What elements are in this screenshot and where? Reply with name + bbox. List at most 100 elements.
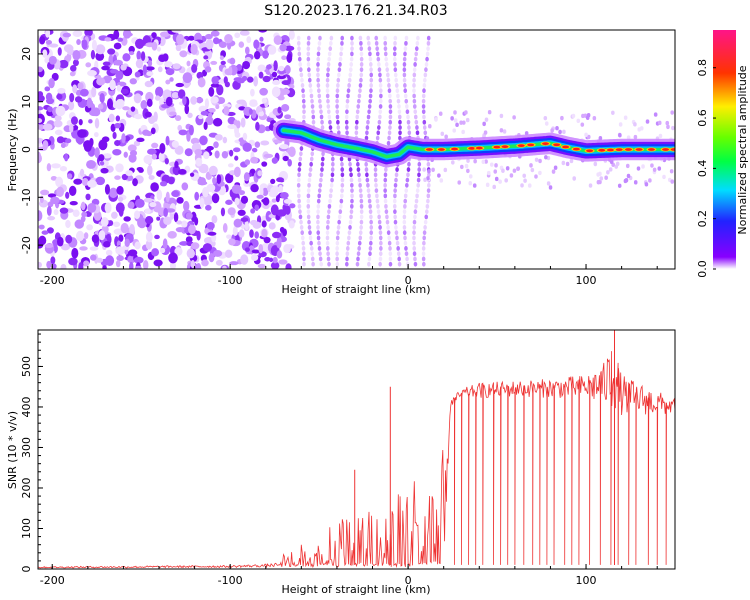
heatmap-cell xyxy=(369,235,373,241)
heatmap-cell xyxy=(584,132,588,138)
heatmap-cell xyxy=(388,261,393,267)
heatmap-cell xyxy=(194,148,203,156)
snr-xtick-label: 100 xyxy=(576,574,597,587)
heatmap-cell xyxy=(359,193,363,199)
heatmap-cell xyxy=(168,252,178,264)
heatmap-cell xyxy=(378,114,382,120)
heatmap-cell xyxy=(377,219,382,225)
heatmap-cell xyxy=(151,153,157,160)
heatmap-cell xyxy=(358,235,363,241)
heatmap-cell xyxy=(186,60,191,67)
spectrogram-xtick-label: -100 xyxy=(218,274,243,287)
heatmap-cell xyxy=(302,251,306,257)
heatmap-cell xyxy=(358,188,363,194)
heatmap-cell xyxy=(234,131,241,138)
heatmap-cell xyxy=(299,225,304,230)
heatmap-cell xyxy=(356,256,360,262)
heatmap-cell xyxy=(299,67,303,73)
heatmap-cell xyxy=(87,70,97,77)
heatmap-cell xyxy=(128,45,135,53)
heatmap-cell xyxy=(423,72,428,78)
heatmap-cell xyxy=(181,220,188,228)
heatmap-cell xyxy=(337,219,341,225)
heatmap-cell xyxy=(356,167,361,172)
heatmap-cell xyxy=(129,224,135,235)
heatmap-cell xyxy=(316,209,320,215)
snr-xtick-label: 0 xyxy=(405,574,412,587)
heatmap-cell xyxy=(233,166,241,178)
heatmap-cell xyxy=(186,248,195,259)
heatmap-cell xyxy=(468,174,473,179)
heatmap-cell xyxy=(112,101,120,109)
heatmap-cell xyxy=(190,242,200,250)
heatmap-cell xyxy=(145,66,155,71)
heatmap-cell xyxy=(306,209,311,215)
heatmap-cell xyxy=(529,163,533,168)
heatmap-cell xyxy=(116,84,121,92)
heatmap-cell xyxy=(227,163,234,168)
heatmap-cell xyxy=(208,86,215,97)
heatmap-cell xyxy=(99,161,105,166)
heatmap-cell xyxy=(339,193,344,199)
heatmap-cell xyxy=(553,165,558,170)
heatmap-cell xyxy=(618,122,623,127)
heatmap-cell xyxy=(406,172,410,178)
heatmap-cell xyxy=(107,48,116,55)
heatmap-cell xyxy=(373,167,378,172)
heatmap-cell xyxy=(367,40,371,46)
spectrogram-y-label: Frequency (Hz) xyxy=(6,109,19,192)
heatmap-cell xyxy=(197,77,206,88)
heatmap-cell xyxy=(534,174,538,179)
heatmap-cell xyxy=(598,136,603,141)
heatmap-cell xyxy=(65,138,72,144)
heatmap-cell xyxy=(626,135,631,140)
heatmap-cell xyxy=(306,193,311,199)
heatmap-cell xyxy=(374,182,378,188)
heatmap-cell xyxy=(45,30,51,38)
heatmap-cell xyxy=(45,40,53,45)
heatmap-cell xyxy=(527,183,532,188)
heatmap-cell xyxy=(327,114,332,120)
heatmap-cell xyxy=(364,135,369,141)
heatmap-cell xyxy=(551,169,556,174)
heatmap-cell xyxy=(38,224,45,230)
heatmap-cell xyxy=(258,111,265,117)
heatmap-cell xyxy=(426,193,431,199)
heatmap-cell xyxy=(339,46,344,52)
heatmap-cell xyxy=(416,35,420,41)
heatmap-cell xyxy=(134,265,142,269)
heatmap-cell xyxy=(310,256,315,262)
heatmap-cell xyxy=(329,182,334,188)
heatmap-cell xyxy=(187,112,193,119)
heatmap-cell xyxy=(47,106,53,113)
heatmap-cell xyxy=(592,116,597,121)
heatmap-cell xyxy=(109,68,119,74)
heatmap-cell xyxy=(326,219,330,225)
heatmap-cell xyxy=(402,72,407,78)
heatmap-cell xyxy=(326,109,331,115)
heatmap-cell xyxy=(268,200,273,208)
heatmap-cell xyxy=(393,56,397,62)
heatmap-hotspot xyxy=(517,144,525,148)
heatmap-cell xyxy=(262,50,269,59)
heatmap-hotspot xyxy=(562,145,570,149)
heatmap-cell xyxy=(460,164,464,170)
heatmap-cell xyxy=(159,247,166,254)
heatmap-cell xyxy=(244,247,250,252)
heatmap-cell xyxy=(42,140,49,150)
heatmap-cell xyxy=(53,120,63,128)
heatmap-cell xyxy=(357,172,361,178)
heatmap-cell xyxy=(250,208,256,214)
heatmap-cell xyxy=(345,130,349,136)
heatmap-cell xyxy=(394,77,399,83)
heatmap-cell xyxy=(208,165,218,176)
heatmap-cell xyxy=(284,114,292,120)
heatmap-cell xyxy=(222,136,228,144)
spectrogram-x-label: Height of straight line (km) xyxy=(281,283,430,296)
heatmap-cell xyxy=(176,197,184,204)
heatmap-cell xyxy=(387,240,392,246)
heatmap-cell xyxy=(184,104,190,115)
heatmap-cell xyxy=(72,84,78,94)
heatmap-cell xyxy=(426,35,431,41)
heatmap-cell xyxy=(412,98,417,104)
